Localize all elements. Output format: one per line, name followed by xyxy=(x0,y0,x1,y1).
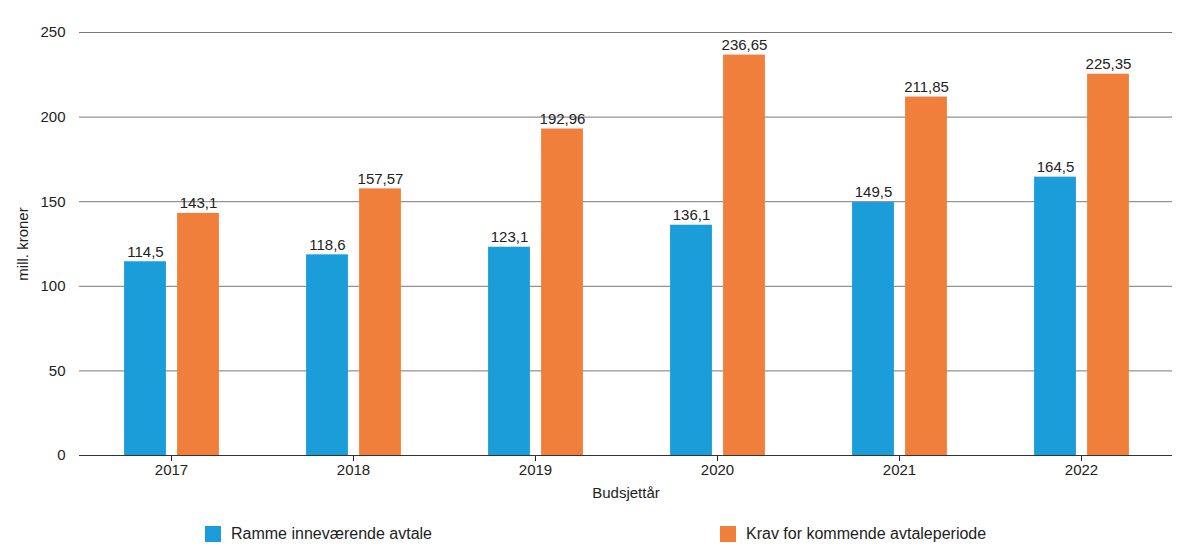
svg-text:164,5: 164,5 xyxy=(1037,158,1075,175)
svg-text:192,96: 192,96 xyxy=(540,110,586,127)
svg-text:143,1: 143,1 xyxy=(180,194,218,211)
svg-text:2018: 2018 xyxy=(337,461,370,478)
svg-text:0: 0 xyxy=(57,446,65,463)
svg-text:150: 150 xyxy=(40,193,65,210)
svg-text:2020: 2020 xyxy=(701,461,734,478)
svg-text:200: 200 xyxy=(40,108,65,125)
svg-text:2019: 2019 xyxy=(519,461,552,478)
svg-text:2022: 2022 xyxy=(1065,461,1098,478)
svg-text:136,1: 136,1 xyxy=(673,206,711,223)
svg-text:211,85: 211,85 xyxy=(904,78,949,95)
svg-text:Budsjettår: Budsjettår xyxy=(592,484,660,501)
html-text:Krav for kommende avtaleperiod: Krav for kommende avtaleperiode xyxy=(746,525,987,542)
svg-text:114,5: 114,5 xyxy=(127,243,163,260)
svg-text:50: 50 xyxy=(49,362,66,379)
svg-text:mill. kroner: mill. kroner xyxy=(14,207,31,280)
svg-text:236,65: 236,65 xyxy=(722,36,768,53)
svg-text:225,35: 225,35 xyxy=(1086,55,1132,72)
svg-text:2017: 2017 xyxy=(155,461,188,478)
html-text:Ramme inneværende avtale: Ramme inneværende avtale xyxy=(231,525,432,542)
svg-text:149,5: 149,5 xyxy=(855,183,893,200)
svg-text:100: 100 xyxy=(40,277,65,294)
svg-text:250: 250 xyxy=(40,23,65,40)
svg-text:157,57: 157,57 xyxy=(358,170,404,187)
svg-text:118,6: 118,6 xyxy=(309,236,345,253)
svg-text:123,1: 123,1 xyxy=(491,228,529,245)
svg-text:2021: 2021 xyxy=(883,461,916,478)
